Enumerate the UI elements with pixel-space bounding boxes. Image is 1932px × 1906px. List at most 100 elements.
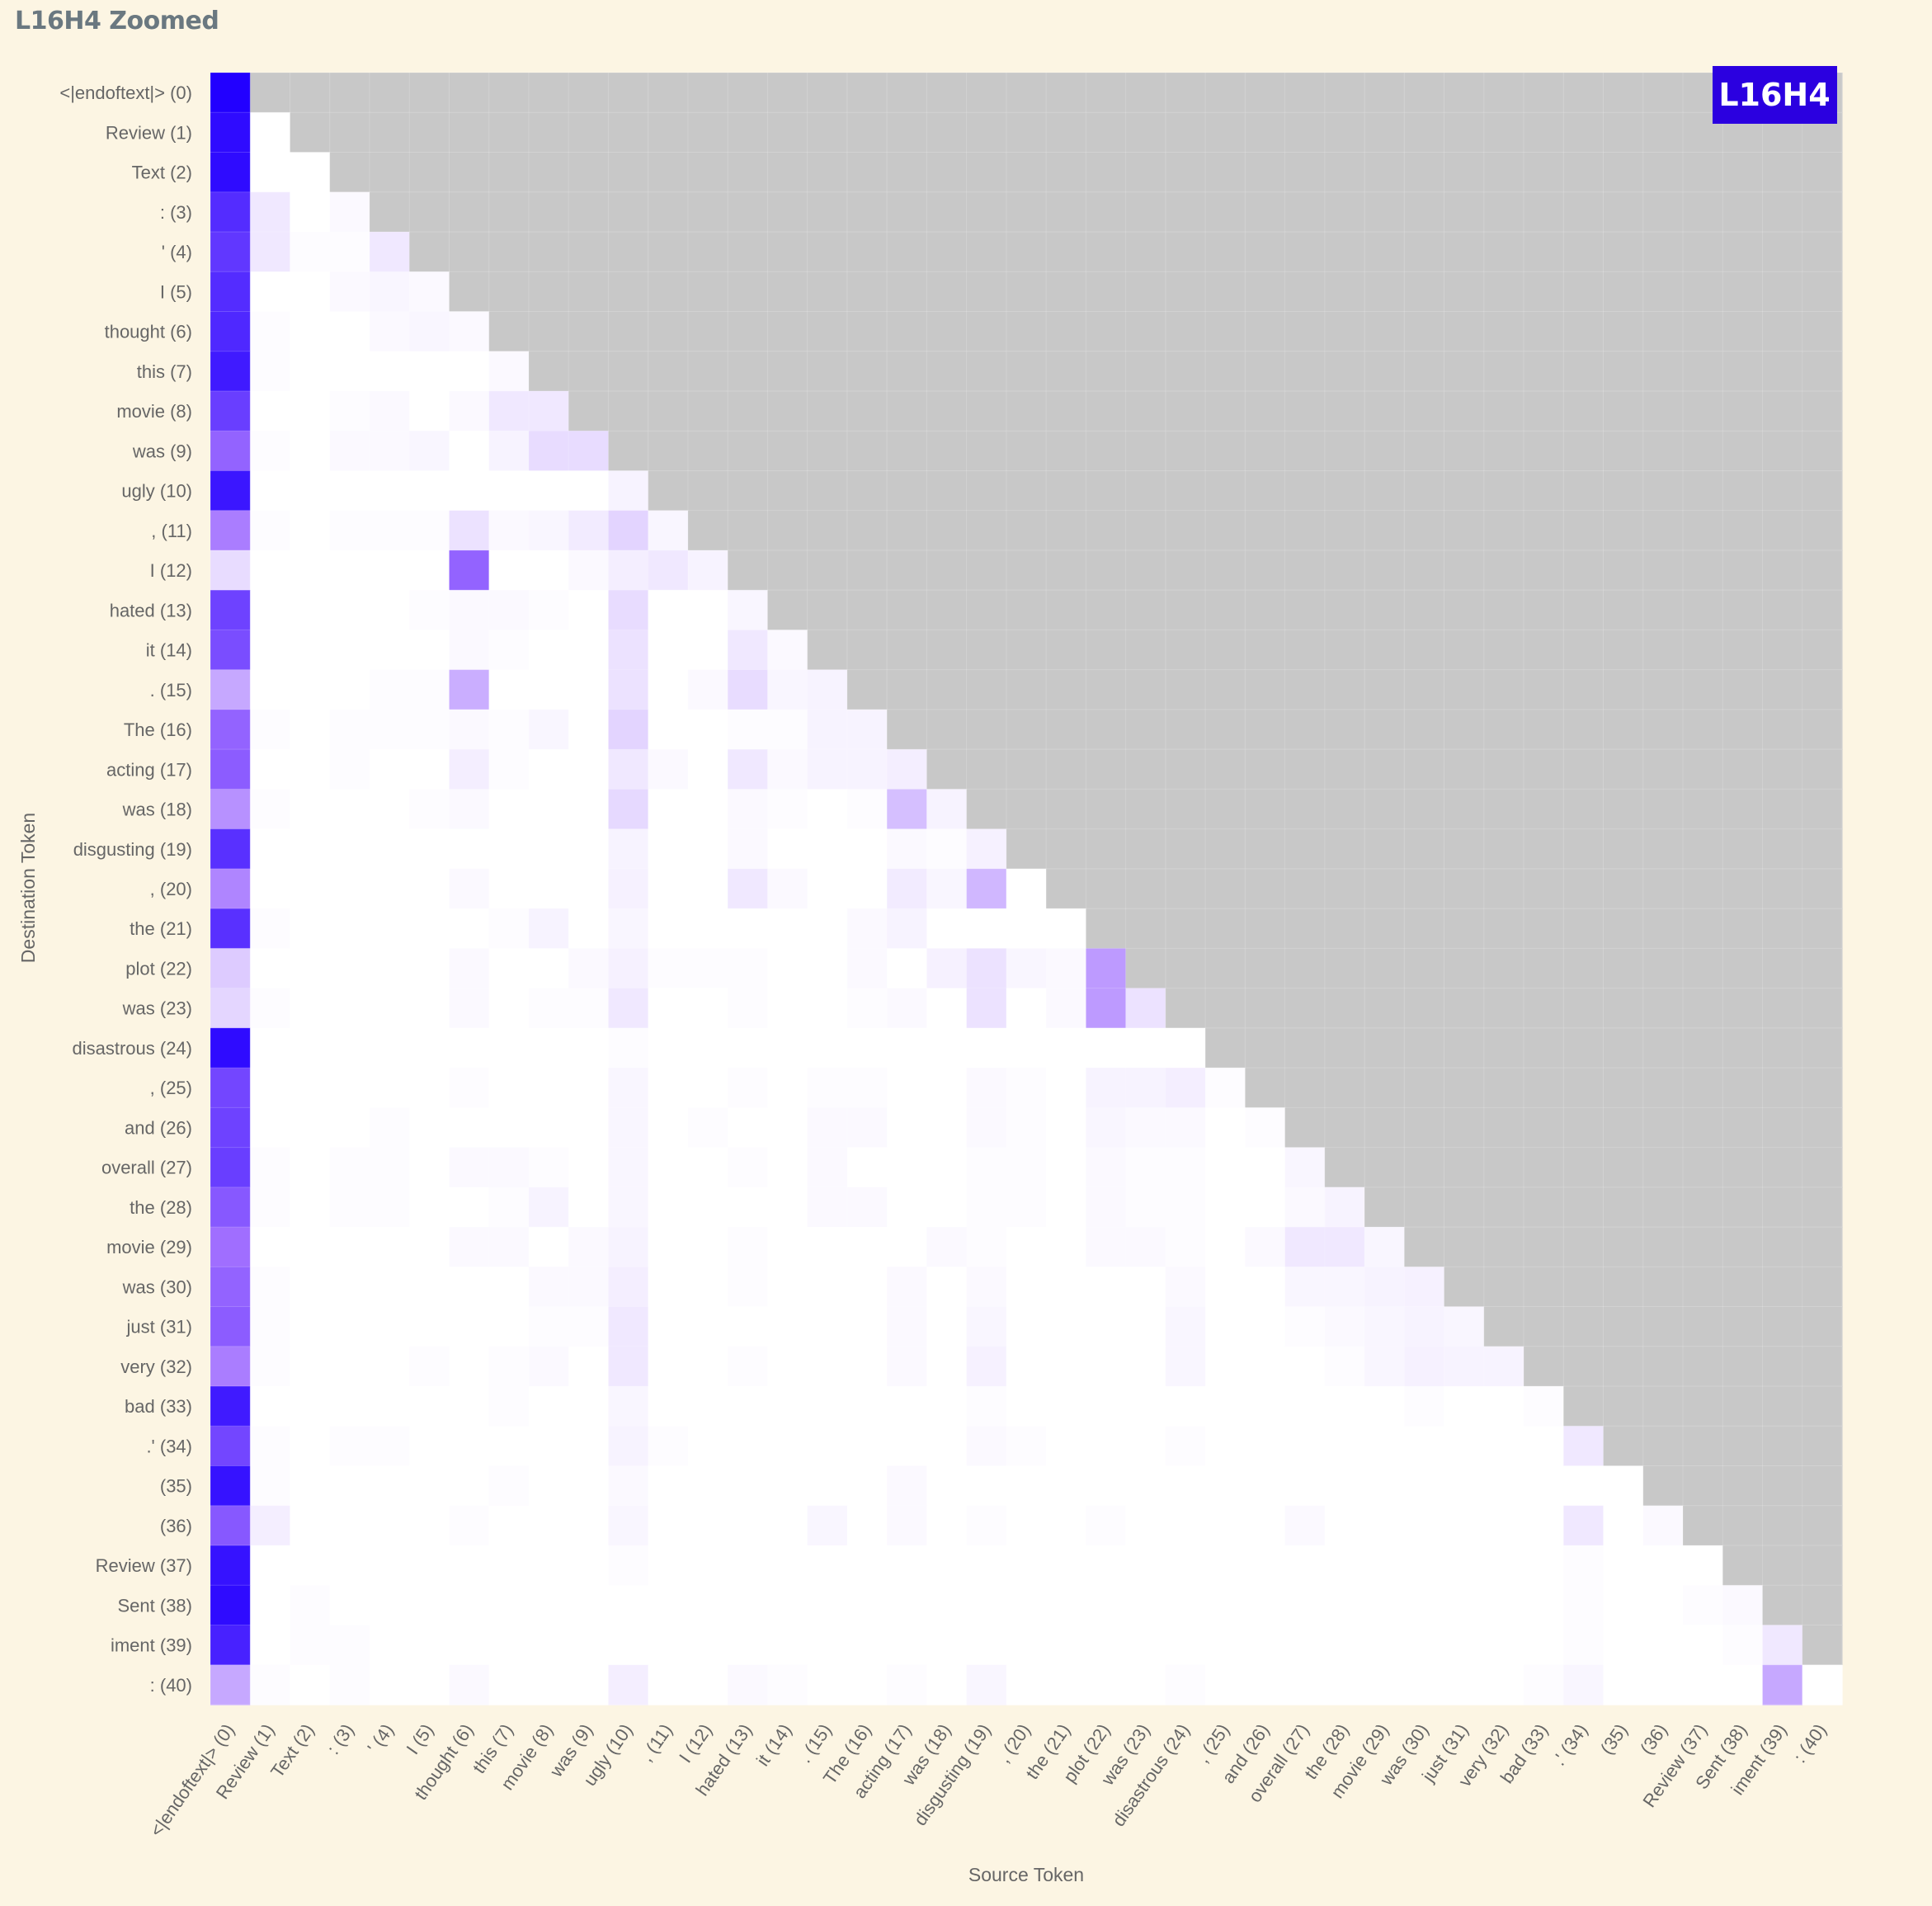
masked-cell [1603,550,1644,591]
masked-cell [1245,789,1286,830]
masked-cell [329,112,370,153]
masked-cell [1524,152,1564,193]
masked-cell [329,152,370,193]
masked-cell [1524,1306,1564,1347]
masked-cell [1603,1187,1644,1228]
masked-cell [1444,669,1485,710]
masked-cell [1324,709,1365,750]
heatmap-cell [966,828,1007,870]
heatmap-cell [409,868,450,909]
masked-cell [807,271,848,313]
heatmap-cell [568,868,610,909]
masked-cell [1563,948,1605,989]
heatmap-cell [1205,1068,1246,1108]
badge: L16H4 [1713,66,1837,124]
heatmap-cell [846,1585,888,1626]
heatmap-cell [1165,1267,1206,1308]
masked-cell [1603,311,1644,352]
masked-cell [1205,669,1246,710]
masked-cell [1284,550,1326,591]
heatmap-cell [210,152,251,193]
masked-cell [1125,908,1166,949]
heatmap-cell [290,948,331,989]
heatmap-cell [1364,1585,1405,1626]
heatmap-cell [528,828,569,870]
masked-cell [1802,390,1843,432]
heatmap-cell [329,749,370,790]
heatmap-cell [409,630,450,671]
heatmap-cell [608,1187,649,1228]
masked-cell [1524,1027,1564,1069]
masked-cell [1483,431,1524,472]
y-tick-label: I (5) [160,281,192,302]
masked-cell [1603,988,1644,1029]
heatmap-cell [449,1664,490,1705]
masked-cell [528,73,569,113]
masked-cell [1086,231,1127,272]
heatmap-cell [488,948,530,989]
masked-cell [1603,948,1644,989]
heatmap-cell [449,1465,490,1507]
masked-cell [1802,868,1843,909]
heatmap-cell [329,1545,370,1586]
heatmap-cell [608,1465,649,1507]
heatmap-cell [807,1227,848,1267]
masked-cell [1802,1585,1843,1626]
heatmap-cell [807,1107,848,1149]
heatmap-cell [1205,1227,1246,1267]
heatmap-cell [1165,1585,1206,1626]
masked-cell [1324,749,1365,790]
heatmap-cell [1046,1426,1086,1467]
masked-cell [1683,152,1723,193]
heatmap-cell [728,1426,769,1467]
heatmap-cell [1245,1545,1286,1586]
masked-cell [1683,709,1723,750]
heatmap-cell [728,669,769,710]
masked-cell [1722,948,1764,989]
masked-cell [1722,1227,1764,1267]
heatmap-cell [290,1386,331,1427]
masked-cell [1603,630,1644,671]
masked-cell [1642,112,1684,153]
masked-cell [1563,1027,1605,1069]
heatmap-cell [488,1386,530,1427]
masked-cell [1245,271,1286,313]
heatmap-cell [1086,1068,1127,1108]
masked-cell [1762,1386,1803,1427]
x-tick-label: ' (4) [363,1720,398,1757]
heatmap-cell [1284,1585,1326,1626]
masked-cell [728,112,769,153]
heatmap-cell [369,789,410,830]
masked-cell [1444,948,1485,989]
heatmap-cell [687,1267,728,1308]
heatmap-cell [966,988,1007,1029]
masked-cell [1563,828,1605,870]
heatmap-cell [767,1027,808,1069]
masked-cell [1444,152,1485,193]
masked-cell [1245,1027,1286,1069]
heatmap-cell [648,1386,689,1427]
heatmap-cell [728,1147,769,1188]
masked-cell [1245,311,1286,352]
heatmap-cell [449,1027,490,1069]
y-axis-title: Destination Token [17,813,39,963]
heatmap-cell [1006,1346,1047,1387]
heatmap-cell [1086,1664,1127,1705]
heatmap-cell [1046,1505,1086,1546]
heatmap-cell [926,1545,968,1586]
heatmap-cell [449,1107,490,1149]
masked-cell [1324,431,1365,472]
masked-cell [846,590,888,631]
masked-cell [1483,152,1524,193]
heatmap-cell [1046,1306,1086,1347]
heatmap-cell [767,709,808,750]
heatmap-cell [449,1426,490,1467]
heatmap-cell [409,1267,450,1308]
masked-cell [1284,828,1326,870]
heatmap-cell [1086,1505,1127,1546]
masked-cell [1483,550,1524,591]
heatmap-cell [1125,1267,1166,1308]
masked-cell [608,351,649,392]
masked-cell [1563,1386,1605,1427]
masked-cell [966,311,1007,352]
